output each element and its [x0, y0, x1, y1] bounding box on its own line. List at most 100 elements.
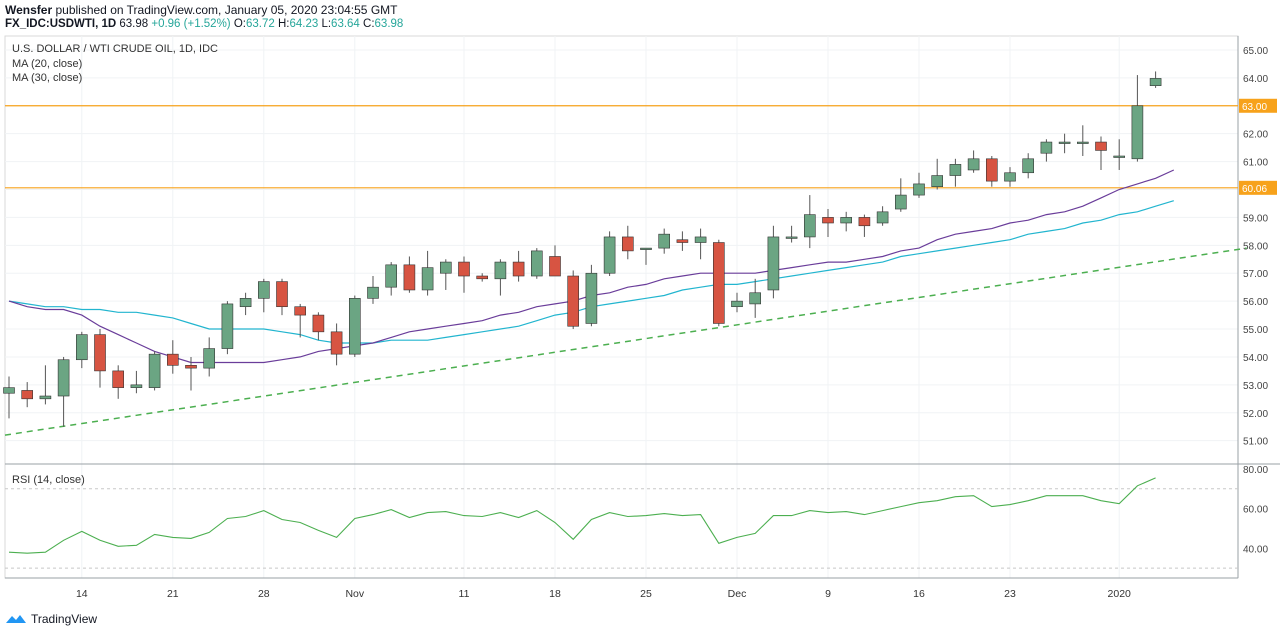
candle-body[interactable] — [348, 298, 361, 355]
price-pane[interactable]: 51.00 52.00 53.00 54.00 55.00 56.00 57.00 58.00… — [3, 36, 1280, 579]
symbol-label: FX_IDC:USDWTI, 1D — [5, 18, 117, 30]
candle-body[interactable] — [840, 217, 853, 224]
candle-body[interactable] — [1077, 141, 1089, 144]
level-price-tag — [1239, 98, 1277, 113]
rsi-axis-tick-label: 80.00 — [1243, 465, 1268, 476]
candle-body[interactable] — [76, 334, 88, 361]
candle-body[interactable] — [1022, 158, 1035, 174]
candle-body[interactable] — [367, 286, 379, 299]
candle-body[interactable] — [658, 233, 671, 249]
candle-body[interactable] — [676, 239, 689, 243]
candle-body[interactable] — [112, 370, 124, 388]
candle-body[interactable] — [294, 306, 307, 316]
chart-title: U.S. DOLLAR / WTI CRUDE OIL, 1D, IDC — [12, 43, 218, 55]
candle-body[interactable] — [512, 261, 525, 277]
time-axis-tick-label: 18 — [549, 588, 561, 600]
candle-body[interactable] — [967, 158, 980, 171]
candle-body[interactable] — [221, 303, 234, 349]
candle-body[interactable] — [203, 348, 215, 369]
level-price-label: 60.06 — [1242, 184, 1267, 195]
candle-body[interactable] — [603, 236, 616, 274]
candle-body[interactable] — [931, 175, 944, 188]
candle-body[interactable] — [3, 387, 15, 394]
candle-body[interactable] — [894, 194, 907, 210]
tradingview-footer[interactable]: TradingView — [5, 612, 97, 626]
candle-body[interactable] — [403, 264, 416, 291]
candle-body[interactable] — [57, 359, 70, 397]
rsi-legend: RSI (14, close) — [12, 474, 85, 486]
time-axis-tick-label: Nov — [345, 588, 364, 600]
high-value: 64.23 — [289, 18, 319, 30]
candle-body[interactable] — [913, 183, 925, 196]
candle-body[interactable] — [239, 298, 252, 308]
publish-text: published on TradingView.com, January 05… — [55, 3, 398, 17]
symbol-info: FX_IDC:USDWTI, 1D 63.98 +0.96 (+1.52%) O… — [5, 17, 403, 31]
level-price-label: 63.00 — [1242, 102, 1267, 113]
candle-body[interactable] — [785, 236, 798, 239]
candle-body[interactable] — [567, 275, 580, 327]
candle-body[interactable] — [167, 353, 179, 366]
chart-canvas[interactable]: 51.00 52.00 53.00 54.00 55.00 56.00 57.00 58.00… — [0, 0, 1280, 612]
price-axis-tick-label: 64.00 — [1243, 74, 1268, 85]
candle-body[interactable] — [749, 292, 762, 305]
candle-body[interactable] — [39, 395, 52, 400]
candle-body[interactable] — [549, 256, 561, 277]
candle-body[interactable] — [148, 353, 161, 388]
price-axis-tick-label: 53.00 — [1243, 381, 1268, 392]
candle-body[interactable] — [731, 300, 743, 308]
candle-body[interactable] — [94, 334, 106, 372]
candle-body[interactable] — [640, 247, 652, 250]
candle-body[interactable] — [712, 242, 725, 324]
candle-body[interactable] — [694, 236, 707, 243]
tradingview-logo-icon — [6, 615, 26, 623]
candle-body[interactable] — [822, 217, 834, 224]
candle-body[interactable] — [585, 272, 598, 324]
candle-body[interactable] — [858, 217, 871, 227]
price-axis-tick-label: 57.00 — [1243, 269, 1268, 280]
rsi-axis-tick-label: 60.00 — [1243, 505, 1268, 516]
candle-body[interactable] — [130, 384, 143, 388]
price-axis-tick-label: 52.00 — [1243, 409, 1268, 420]
candle-body[interactable] — [1058, 141, 1071, 144]
candle-body[interactable] — [949, 164, 962, 176]
candle-body[interactable] — [276, 281, 288, 308]
candle-body[interactable] — [21, 390, 34, 400]
candle-body[interactable] — [1149, 78, 1162, 86]
candle-body[interactable] — [1131, 105, 1144, 160]
candle-body[interactable] — [185, 365, 197, 369]
price-axis-tick-label: 54.00 — [1243, 353, 1268, 364]
candle-body[interactable] — [494, 261, 507, 280]
candle-body[interactable] — [1040, 141, 1053, 154]
candle-body[interactable] — [767, 236, 780, 291]
candle-body[interactable] — [421, 267, 434, 291]
candle-body[interactable] — [257, 281, 270, 299]
candle-body[interactable] — [439, 261, 452, 274]
candle-body[interactable] — [1113, 155, 1125, 158]
level-price-tag — [1239, 180, 1277, 195]
candle-body[interactable] — [803, 214, 816, 238]
candle-body[interactable] — [385, 264, 398, 288]
rsi-pane[interactable]: 40.00 60.00 80.00 RSI (14, close) — [5, 465, 1268, 569]
time-axis-tick-label: 25 — [640, 588, 652, 600]
high-label: H: — [277, 18, 290, 30]
candle-body[interactable] — [312, 314, 325, 333]
candle-body[interactable] — [476, 275, 489, 280]
price-axis-tick-label: 62.00 — [1243, 130, 1268, 141]
time-axis-tick-label: 2020 — [1108, 588, 1132, 600]
candle-body[interactable] — [876, 211, 889, 224]
candle-body[interactable] — [458, 261, 470, 277]
trendline[interactable] — [4, 247, 1247, 436]
candle-body[interactable] — [985, 158, 998, 182]
time-axis-tick-label: 23 — [1004, 588, 1016, 600]
price-axis-tick-label: 56.00 — [1243, 297, 1268, 308]
candle-body[interactable] — [621, 236, 634, 252]
price-axis-tick-label: 55.00 — [1243, 325, 1268, 336]
candle-body[interactable] — [1004, 172, 1016, 182]
candle-body[interactable] — [530, 250, 543, 277]
close-value: 63.98 — [374, 18, 404, 30]
candle-body[interactable] — [1095, 141, 1107, 151]
rsi-axis-tick-label: 40.00 — [1243, 544, 1268, 555]
price-axis-tick-label: 65.00 — [1243, 46, 1268, 57]
price-axis-tick-label: 61.00 — [1243, 158, 1268, 169]
candle-body[interactable] — [330, 331, 343, 355]
